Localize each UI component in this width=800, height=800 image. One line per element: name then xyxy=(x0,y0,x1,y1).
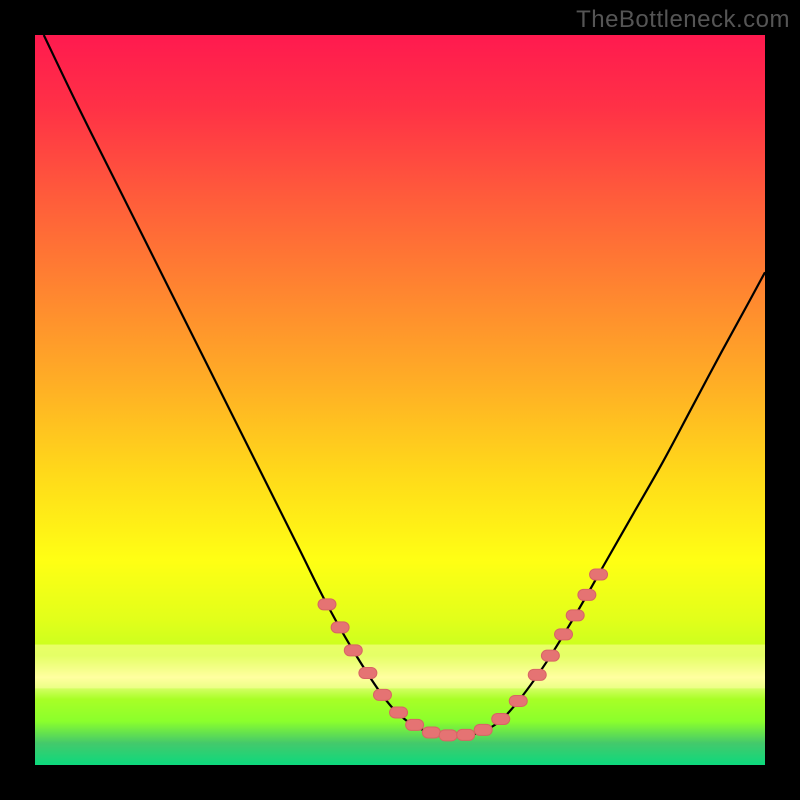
data-marker xyxy=(359,668,377,679)
data-marker xyxy=(457,729,475,740)
data-marker xyxy=(406,719,424,730)
data-marker xyxy=(373,689,391,700)
data-marker xyxy=(492,714,510,725)
data-marker xyxy=(331,622,349,633)
bottleneck-chart xyxy=(0,0,800,800)
data-marker xyxy=(578,589,596,600)
pale-highlight-band xyxy=(35,645,765,689)
data-marker xyxy=(528,669,546,680)
data-marker xyxy=(390,707,408,718)
data-marker xyxy=(318,599,336,610)
watermark-label: TheBottleneck.com xyxy=(576,6,790,34)
data-marker xyxy=(509,695,527,706)
data-marker xyxy=(422,727,440,738)
chart-container: TheBottleneck.com xyxy=(0,0,800,800)
data-marker xyxy=(566,610,584,621)
data-marker xyxy=(474,724,492,735)
data-marker xyxy=(590,569,608,580)
data-marker xyxy=(541,650,559,661)
data-marker xyxy=(344,645,362,656)
data-marker xyxy=(439,730,457,741)
data-marker xyxy=(555,629,573,640)
